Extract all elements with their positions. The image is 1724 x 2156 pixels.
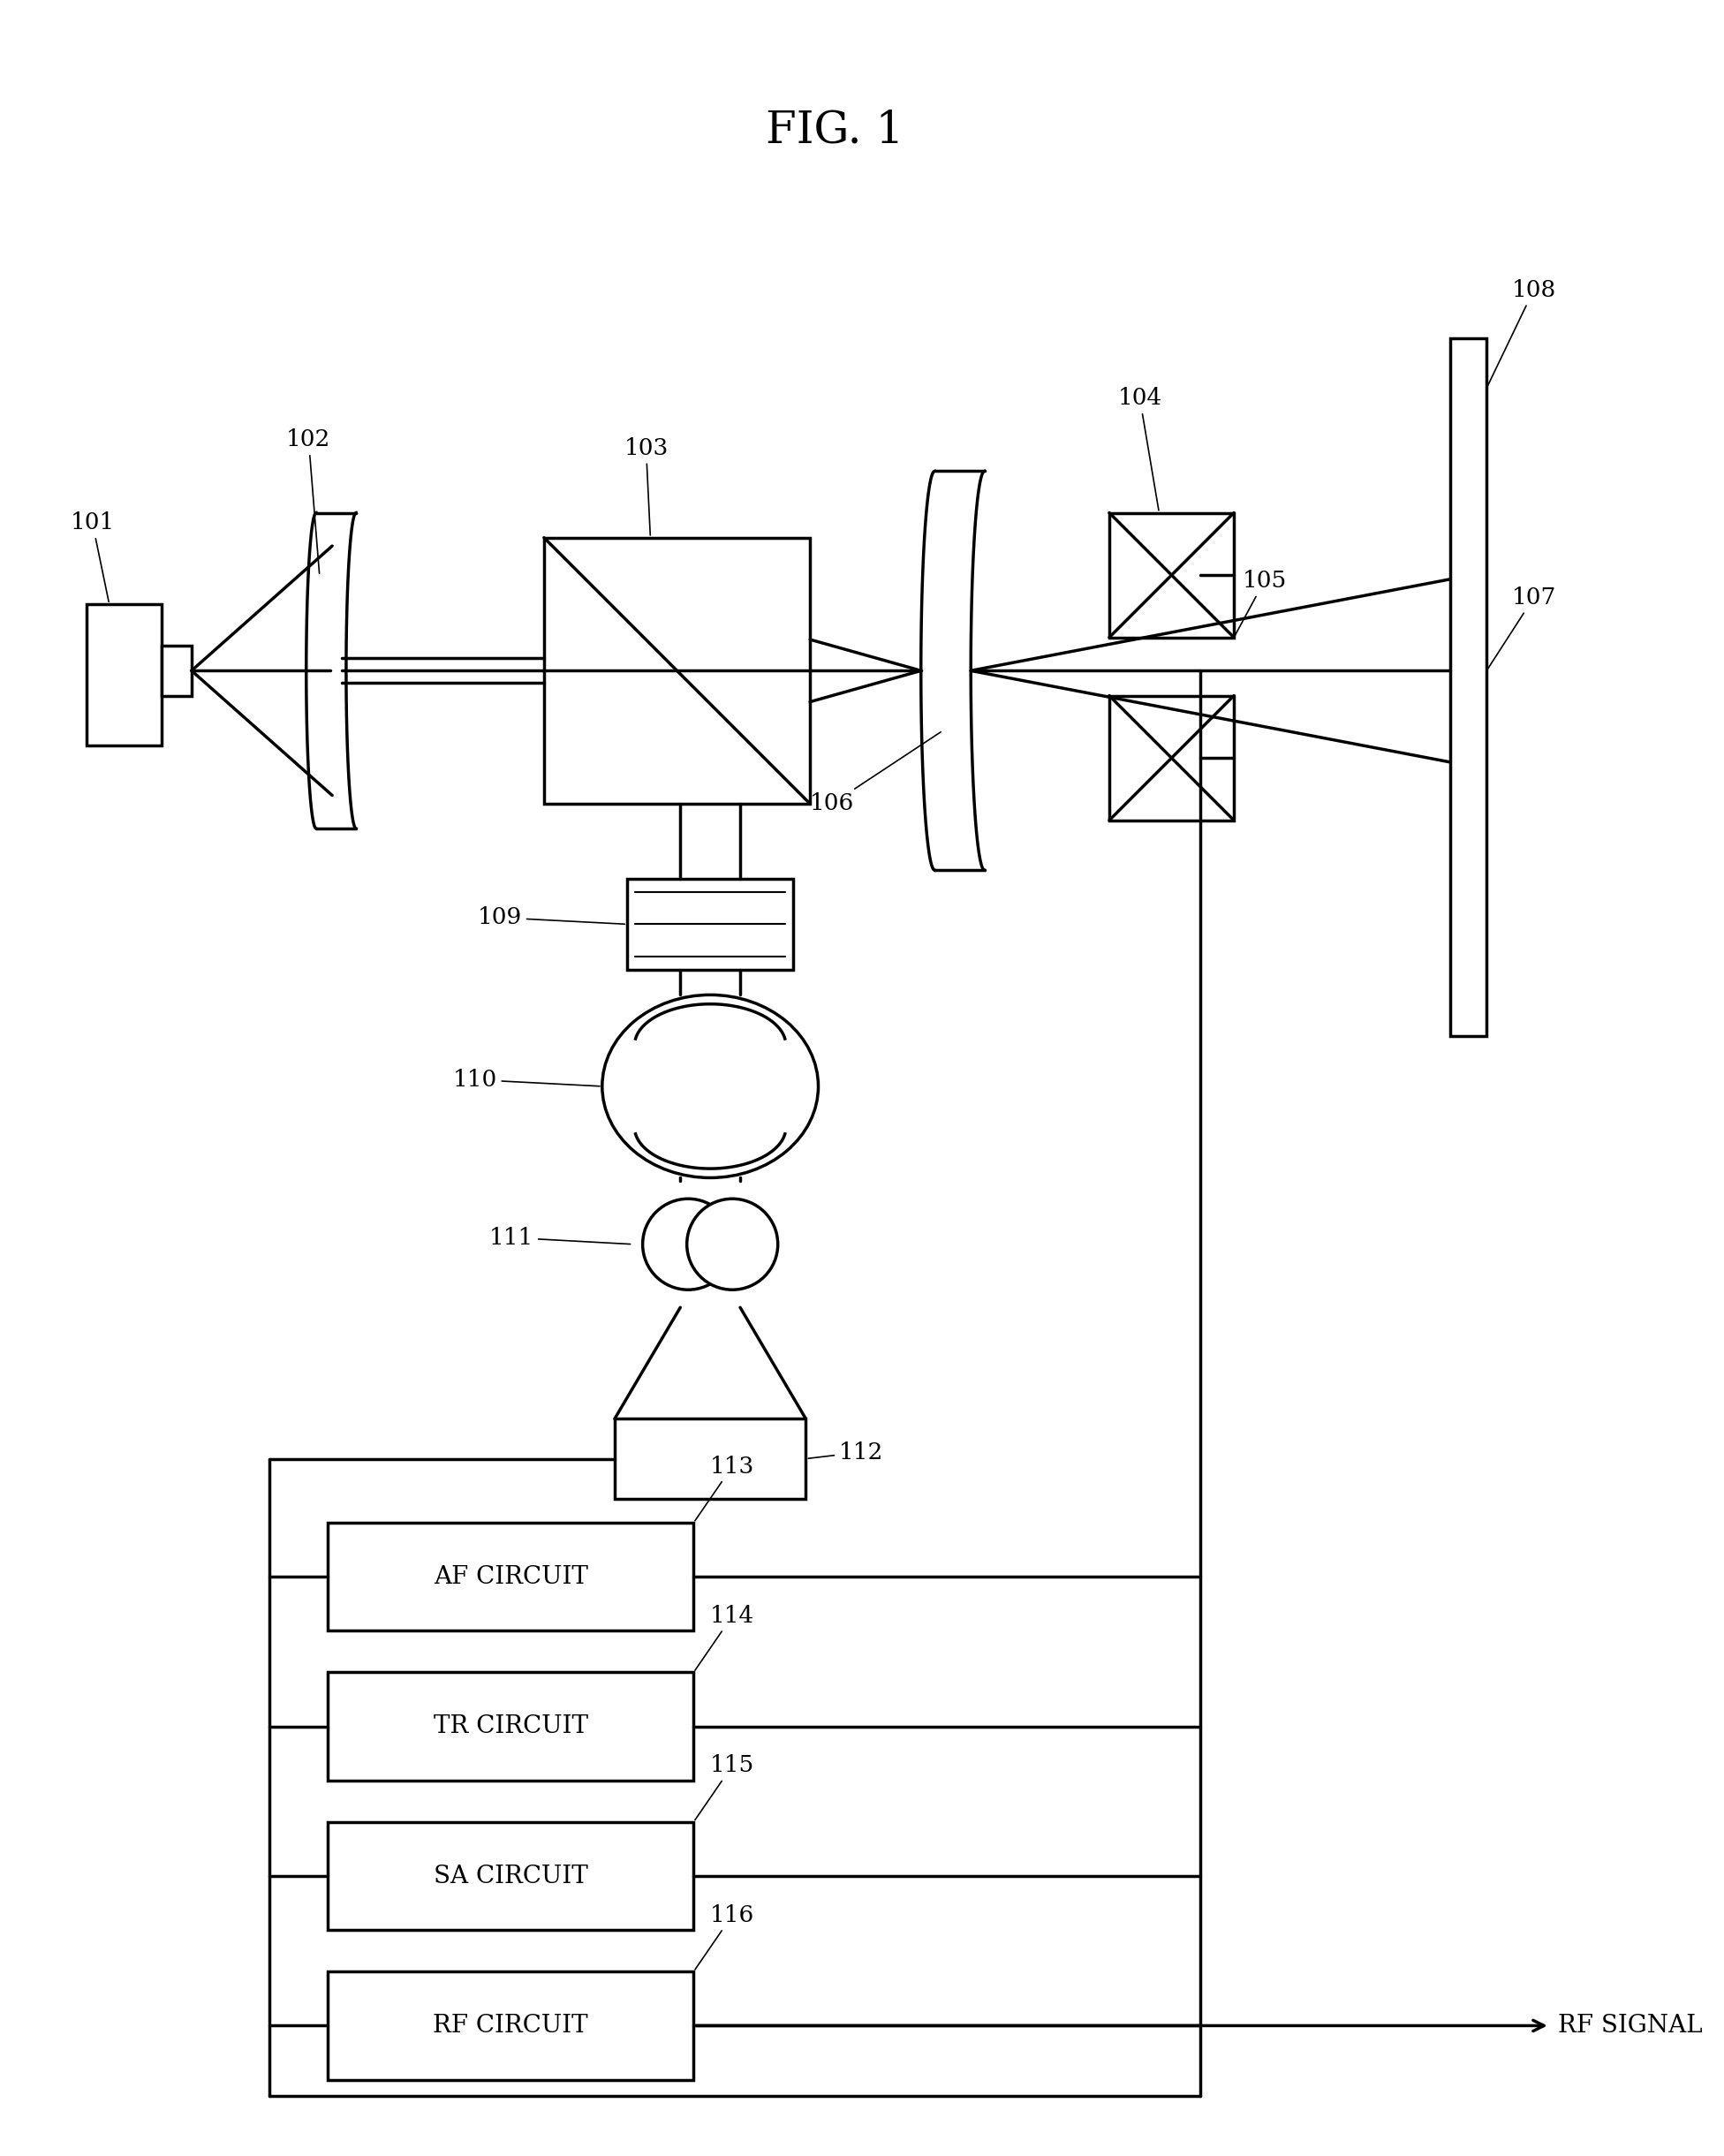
Text: 109: 109 <box>478 906 624 929</box>
Text: 116: 116 <box>695 1904 755 1971</box>
Text: 102: 102 <box>286 429 331 573</box>
Text: 107: 107 <box>1488 586 1557 668</box>
Text: AF CIRCUIT: AF CIRCUIT <box>433 1565 588 1589</box>
Bar <box>628 877 793 970</box>
Text: 104: 104 <box>1117 386 1162 511</box>
Text: TR CIRCUIT: TR CIRCUIT <box>433 1714 588 1738</box>
Ellipse shape <box>686 1199 778 1289</box>
Ellipse shape <box>643 1199 734 1289</box>
Text: 108: 108 <box>1488 278 1557 386</box>
Text: RF SIGNAL: RF SIGNAL <box>1558 2014 1703 2037</box>
Bar <box>86 604 162 746</box>
Text: 111: 111 <box>490 1227 631 1248</box>
Text: 114: 114 <box>695 1604 755 1671</box>
Bar <box>328 1971 693 2081</box>
Text: 101: 101 <box>71 511 114 602</box>
Text: RF CIRCUIT: RF CIRCUIT <box>433 2014 588 2037</box>
Text: 110: 110 <box>453 1069 600 1091</box>
Text: 113: 113 <box>695 1455 755 1520</box>
Text: 105: 105 <box>1234 569 1286 636</box>
Bar <box>328 1822 693 1930</box>
Bar <box>615 1419 805 1498</box>
Text: 112: 112 <box>809 1440 884 1464</box>
Bar <box>328 1673 693 1781</box>
Bar <box>1450 338 1486 1037</box>
Bar <box>545 537 810 804</box>
Text: 103: 103 <box>624 438 669 535</box>
Bar <box>162 647 191 696</box>
Text: SA CIRCUIT: SA CIRCUIT <box>433 1865 588 1889</box>
Text: 106: 106 <box>810 731 941 815</box>
Bar <box>1109 696 1234 819</box>
Bar <box>328 1522 693 1630</box>
Ellipse shape <box>602 994 819 1177</box>
Bar <box>1109 513 1234 638</box>
Text: FIG. 1: FIG. 1 <box>765 108 903 153</box>
Text: 115: 115 <box>695 1755 755 1820</box>
